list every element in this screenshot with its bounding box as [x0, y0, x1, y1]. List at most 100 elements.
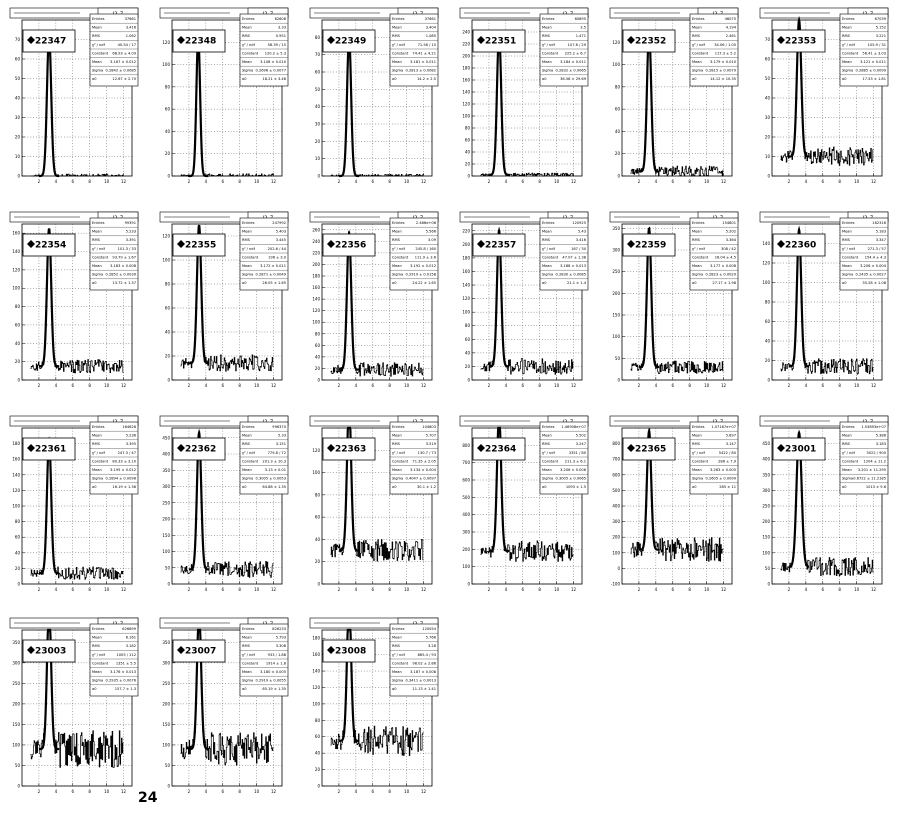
x-tick-label: 12: [871, 383, 877, 388]
y-tick-label: 20: [315, 767, 321, 772]
x-tick-label: 10: [104, 587, 110, 592]
fit-curve: [488, 226, 510, 368]
x-tick-label: 2: [788, 587, 791, 592]
stats-value: 0.6722 ± 11.2185: [853, 477, 886, 481]
stats-box: [89, 421, 139, 495]
fit-curve: [788, 429, 810, 568]
y-tick-label: 300: [162, 660, 170, 665]
stats-value: 0.2696 ± 0.0077: [256, 69, 286, 73]
stats-value: 5.793: [276, 636, 286, 640]
stats-label: Mean: [392, 468, 402, 472]
x-tick-label: 10: [704, 179, 710, 184]
stats-box: [689, 13, 739, 87]
stats-value: 0.2871 ± 0.0049: [256, 273, 287, 277]
stats-label: Mean: [92, 468, 102, 472]
y-tick-label: 0: [767, 378, 770, 383]
stats-value: 71.58 / 15: [418, 43, 436, 47]
y-tick-label: 260: [312, 227, 320, 232]
y-tick-label: 80: [765, 300, 771, 305]
y-tick-label: 20: [165, 151, 171, 156]
y-tick-label: 200: [462, 547, 470, 552]
y-tick-label: 200: [762, 519, 770, 524]
stats-label: Entries: [242, 221, 255, 225]
x-tick-label: 12: [871, 179, 877, 184]
run-label-box: [172, 29, 226, 53]
diamond-marker-icon: [627, 240, 635, 248]
stats-label: Mean: [242, 636, 252, 640]
x-tick-label: 6: [521, 383, 524, 388]
y-tick-label: 0: [767, 582, 770, 587]
stats-label: Sigma: [392, 679, 403, 683]
stats-label: Mean: [392, 670, 402, 674]
stats-label: Entries: [842, 17, 855, 21]
stats-value: 0.2885 ± 0.0099: [856, 69, 887, 73]
stats-value: 0.2894 ± 0.0096: [106, 477, 137, 481]
stats-label: a0: [392, 77, 397, 81]
y-tick-label: 40: [15, 341, 21, 346]
y-tick-label: 30: [315, 122, 321, 127]
stats-value: 130.7 / 73: [418, 451, 436, 455]
y-tick-label: 600: [612, 472, 620, 477]
stats-label: RMS: [392, 442, 401, 446]
stats-value: 3.108 ± 0.010: [260, 60, 287, 64]
y-tick-label: 350: [762, 472, 770, 477]
stats-value: 0.2919 ± 0.0055: [256, 679, 286, 683]
stats-label: χ² / ndf: [692, 43, 706, 47]
stats-value: 3.206 ± 0.006: [560, 468, 587, 472]
stats-value: 0.2832 ± 0.0065: [556, 69, 586, 73]
y-tick-label: 120: [162, 40, 170, 45]
y-tick-label: 0: [167, 174, 170, 179]
stats-label: RMS: [92, 442, 101, 446]
stats-label: Sigma: [92, 477, 103, 481]
fit-curve: [38, 228, 60, 368]
y-tick-label: 0: [17, 582, 20, 587]
x-tick-label: 12: [121, 587, 127, 592]
stats-label: Mean: [692, 60, 702, 64]
y-tick-label: 350: [612, 226, 620, 231]
stats-box: [89, 13, 139, 87]
y-tick-label: 100: [12, 742, 20, 747]
stats-value: 36.58 ± 29.69: [560, 77, 587, 81]
run-label-box: [172, 639, 226, 663]
stats-label: Constant: [92, 661, 109, 665]
y-tick-label: 300: [162, 484, 170, 489]
stats-value: 120925: [572, 221, 586, 225]
diamond-marker-icon: [777, 444, 785, 452]
stats-value: 16.04 ± 4.5: [715, 255, 736, 259]
x-tick-label: 6: [71, 587, 74, 592]
stats-label: χ² / ndf: [542, 247, 556, 251]
run-number-label: 22357: [485, 241, 516, 251]
x-tick-label: 4: [355, 587, 358, 592]
run-number-label: 23001: [785, 445, 816, 455]
stats-label: Mean: [242, 434, 252, 438]
stats-label: Constant: [242, 255, 259, 259]
diamond-marker-icon: [177, 36, 185, 44]
fit-curve: [488, 426, 510, 553]
y-tick-label: 160: [12, 231, 20, 236]
stats-label: Sigma: [542, 477, 553, 481]
stats-value: 58.39 / 15: [268, 43, 286, 47]
stats-label: Entries: [692, 221, 705, 225]
x-tick-label: 12: [271, 587, 277, 592]
x-tick-label: 2: [38, 789, 41, 794]
stats-label: Constant: [92, 459, 109, 463]
page-footer-text: 24: [138, 790, 158, 806]
x-tick-label: 8: [238, 587, 241, 592]
stats-label: RMS: [92, 238, 101, 242]
diamond-marker-icon: [627, 36, 635, 44]
y-tick-label: 200: [612, 535, 620, 540]
stats-label: Entries: [392, 221, 405, 225]
stats-label: χ² / ndf: [242, 43, 256, 47]
stats-value: 46075: [725, 17, 736, 21]
diamond-marker-icon: [27, 444, 35, 452]
stats-label: Entries: [542, 17, 555, 21]
diamond-marker-icon: [177, 646, 185, 654]
diamond-marker-icon: [27, 646, 35, 654]
y-tick-label: 0: [167, 378, 170, 383]
stats-label: RMS: [242, 644, 251, 648]
stats-label: Mean: [392, 434, 402, 438]
y-tick-label: 100: [12, 286, 20, 291]
stats-label: Sigma: [242, 69, 253, 73]
stats-value: 1.062: [126, 34, 136, 38]
stats-label: χ² / ndf: [392, 247, 406, 251]
